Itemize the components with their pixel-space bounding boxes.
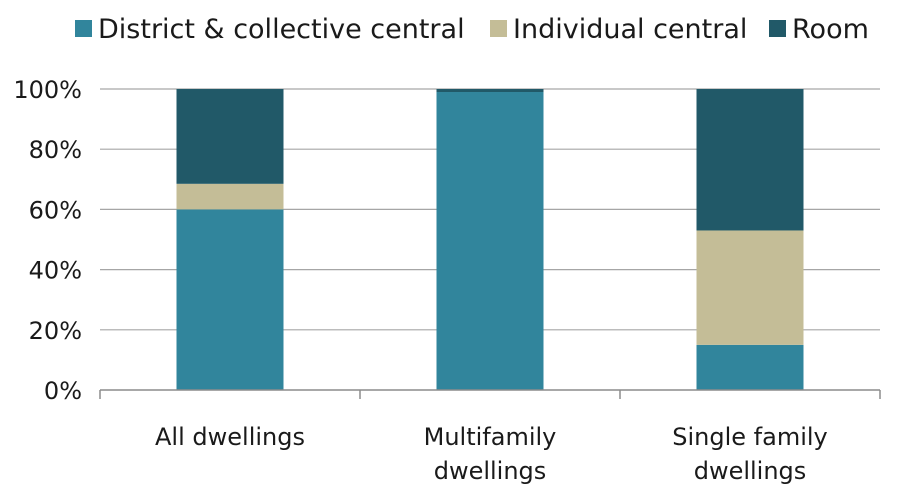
x-axis-labels: All dwellings Multifamily dwellingsSingle … [155, 423, 828, 484]
bar-all-dwellings-room [176, 89, 284, 184]
x-tick-label-line: dwellings [694, 457, 807, 484]
axes [99, 389, 881, 399]
bars [176, 89, 804, 390]
legend: District & collective central Individual … [75, 14, 869, 45]
legend-label-district-and-collective-central: District & collective central [98, 14, 465, 45]
bar-single-family-dwellings-room [696, 89, 804, 231]
legend-swatch-room [769, 20, 786, 37]
x-tick-label-line: Multifamily [424, 423, 557, 451]
legend-label-individual-central: Individual central [513, 14, 747, 45]
bar-multifamily-dwellings-district-and-collective-central [436, 92, 544, 390]
x-tick-label-line: All dwellings [155, 423, 305, 451]
legend-label-room: Room [792, 14, 869, 45]
y-axis-ticks: 0% 20% 40% 60% 80% 100% [13, 76, 82, 405]
y-tick-label-100: 100% [13, 76, 82, 104]
x-tick-label-all-dwellings: All dwellings [155, 423, 305, 451]
bar-all-dwellings-district-and-collective-central [176, 209, 284, 390]
bar-all-dwellings-individual-central [176, 183, 284, 210]
y-tick-label-0: 0% [44, 377, 82, 405]
y-tick-label-80: 80% [29, 136, 82, 164]
bar-multifamily-dwellings-room [436, 89, 544, 93]
x-tick-label-multifamily-dwellings: Multifamily dwellings [424, 423, 557, 484]
x-tick-label-line: Single family [672, 423, 827, 451]
bar-single-family-dwellings-district-and-collective-central [696, 344, 804, 390]
x-tick-label-single-family-dwellings: Single family dwellings [672, 423, 827, 484]
y-tick-label-40: 40% [29, 257, 82, 285]
y-tick-label-60: 60% [29, 196, 82, 224]
bar-single-family-dwellings-individual-central [696, 230, 804, 345]
x-tick-label-line: dwellings [434, 457, 547, 484]
y-tick-label-20: 20% [29, 317, 82, 345]
legend-swatch-individual-central [490, 20, 507, 37]
legend-swatch-district-and-collective-central [75, 20, 92, 37]
